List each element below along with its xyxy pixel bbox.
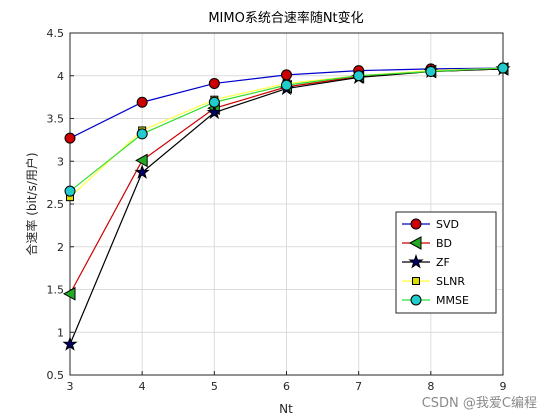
legend-label: BD xyxy=(436,237,452,250)
y-tick-label: 3.5 xyxy=(47,113,65,126)
legend: SVD BD ZF SLNR MMSE xyxy=(395,211,497,314)
data-point xyxy=(62,336,78,351)
legend-label: MMSE xyxy=(436,294,469,307)
x-axis-label: Nt xyxy=(279,402,293,416)
legend-item: SLNR xyxy=(402,275,465,288)
legend-marker xyxy=(408,236,422,250)
series xyxy=(62,60,511,351)
chart-title: MIMO系统合速率随Nt变化 xyxy=(208,10,363,26)
data-point xyxy=(206,104,222,120)
data-point xyxy=(64,185,76,197)
x-tick-label: 8 xyxy=(427,380,434,393)
legend-item: MMSE xyxy=(402,294,469,307)
legend-marker xyxy=(412,277,420,285)
grid xyxy=(69,32,504,376)
legend-marker xyxy=(410,294,422,306)
data-point xyxy=(136,96,148,108)
data-point xyxy=(134,164,150,179)
data-point xyxy=(497,62,509,74)
data-point xyxy=(64,132,76,144)
x-tick-label: 6 xyxy=(283,380,290,393)
legend-label: SVD xyxy=(436,218,459,231)
data-point xyxy=(281,69,292,81)
data-point xyxy=(208,77,220,89)
x-tick-label: 5 xyxy=(211,380,218,393)
data-point xyxy=(135,153,148,168)
legend-marker xyxy=(410,218,422,230)
legend-label: SLNR xyxy=(436,275,465,288)
legend-label: ZF xyxy=(436,256,450,269)
y-tick-label: 0.5 xyxy=(47,369,65,382)
legend-item: BD xyxy=(402,236,452,250)
y-tick-label: 2.5 xyxy=(47,198,65,211)
y-tick-label: 4.5 xyxy=(47,27,65,40)
data-point xyxy=(353,70,365,82)
y-tick-label: 1 xyxy=(57,326,64,339)
legend-marker xyxy=(408,253,424,269)
x-tick-label: 9 xyxy=(500,380,507,393)
series-mmse xyxy=(64,62,509,197)
y-tick-label: 2 xyxy=(57,241,64,254)
y-tick-label: 4 xyxy=(57,70,64,83)
x-tick-label: 3 xyxy=(67,380,74,393)
legend-item: SVD xyxy=(402,218,459,231)
watermark: CSDN @我爱C编程 xyxy=(421,396,537,411)
y-tick-label: 1.5 xyxy=(47,284,65,297)
y-tick-label: 3 xyxy=(57,155,64,168)
data-point xyxy=(425,65,437,77)
x-tick-label: 7 xyxy=(355,380,362,393)
tick-labels: 3 4 5 6 7 8 9 0.5 1 1.5 2 2.5 3 3.5 4 4.5 xyxy=(47,27,507,393)
y-axis-label: 合速率 (bit/s/用户) xyxy=(24,152,39,255)
x-tick-label: 4 xyxy=(139,380,146,393)
data-point xyxy=(62,286,76,301)
data-point xyxy=(208,96,220,108)
data-point xyxy=(281,79,292,91)
legend-item: ZF xyxy=(402,253,450,269)
data-point xyxy=(136,128,148,140)
